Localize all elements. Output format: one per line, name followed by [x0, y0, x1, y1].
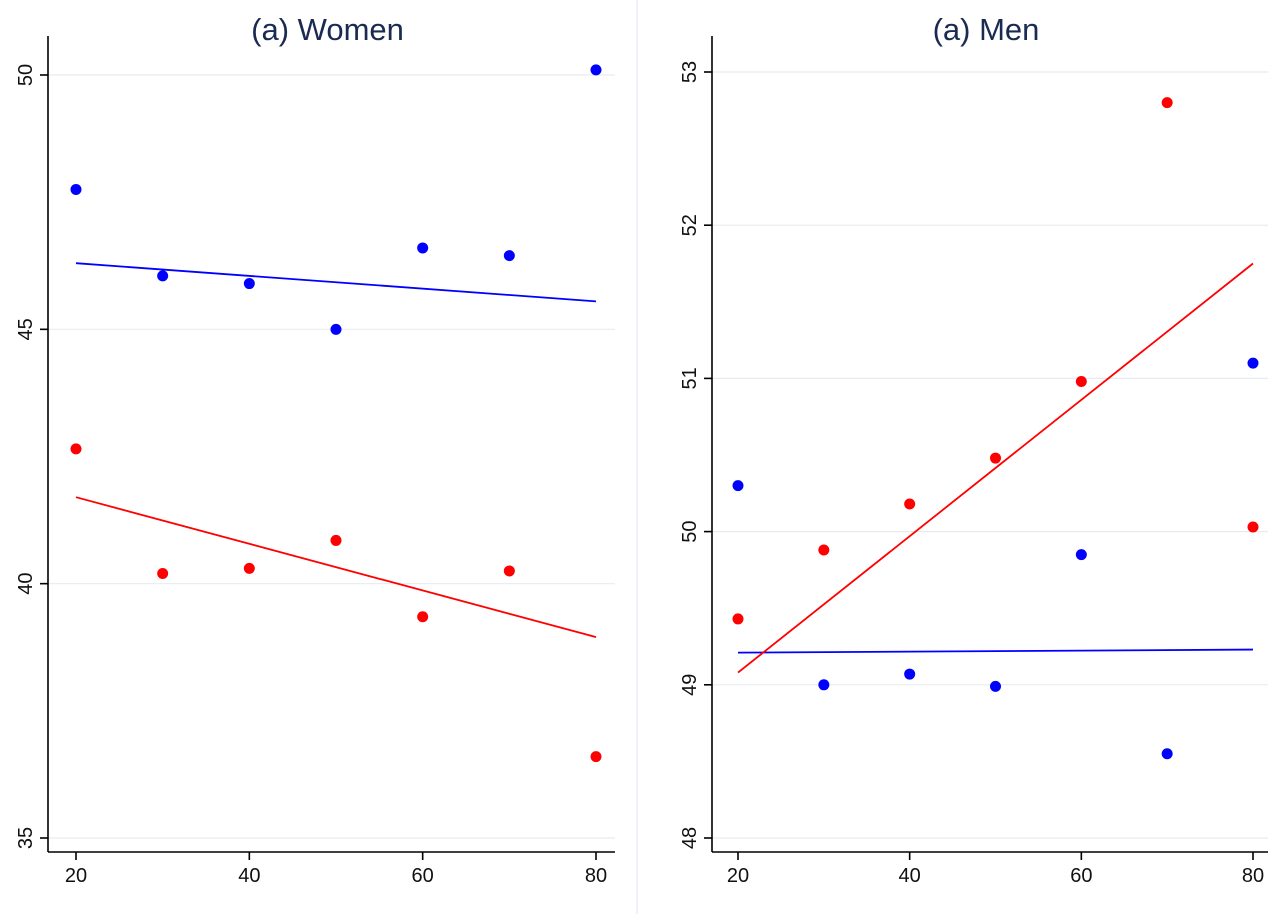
y-tick-label: 49 — [679, 674, 701, 696]
x-tick-label: 80 — [1242, 865, 1264, 887]
data-point — [70, 443, 82, 455]
data-point — [990, 452, 1001, 464]
y-tick-label: 52 — [679, 214, 701, 236]
data-point — [904, 668, 916, 680]
x-tick-label: 80 — [585, 865, 607, 887]
chart-title: (a) Women — [251, 12, 404, 47]
y-tick-label: 35 — [15, 827, 37, 849]
y-tick-label: 45 — [15, 318, 37, 340]
data-point — [818, 679, 830, 691]
data-point — [243, 278, 255, 290]
data-point — [732, 480, 744, 492]
fit-line — [737, 648, 1254, 654]
x-tick-label: 40 — [899, 865, 921, 887]
y-tick-label: 50 — [15, 64, 37, 86]
x-tick-label: 60 — [1070, 865, 1092, 887]
fit-line — [75, 496, 597, 638]
data-point — [1161, 748, 1173, 760]
y-tick-label: 53 — [679, 61, 701, 83]
fit-line — [75, 262, 597, 303]
x-tick-label: 60 — [412, 865, 434, 887]
data-point — [330, 534, 342, 546]
data-point — [1161, 97, 1173, 109]
data-point — [818, 544, 830, 556]
x-tick-label: 20 — [65, 865, 87, 887]
data-point — [590, 64, 602, 76]
data-point — [503, 250, 515, 262]
x-tick-label: 20 — [727, 865, 749, 887]
panel-divider — [636, 0, 638, 914]
data-point — [243, 562, 255, 574]
data-point — [70, 183, 82, 195]
data-point — [1075, 375, 1087, 387]
fit-line — [737, 262, 1254, 674]
data-point — [990, 680, 1001, 692]
chart-panel-2: 48 49 50 51 52 53 20 40 60 80 (a) Men — [679, 12, 1268, 887]
data-point — [1247, 521, 1259, 533]
data-point — [417, 242, 429, 254]
y-tick-label: 50 — [679, 520, 701, 542]
data-point — [417, 611, 429, 623]
x-tick-label: 40 — [238, 865, 260, 887]
data-point — [157, 270, 169, 282]
y-tick-label: 40 — [15, 573, 37, 595]
data-point — [157, 567, 169, 579]
data-point — [1247, 357, 1259, 369]
data-point — [590, 751, 602, 763]
y-tick-label: 48 — [679, 827, 701, 849]
chart-title: (a) Men — [933, 12, 1040, 47]
data-point — [904, 498, 916, 510]
data-point — [732, 613, 744, 625]
y-tick-label: 51 — [679, 367, 701, 389]
data-point — [503, 565, 515, 577]
data-point — [330, 323, 342, 335]
data-point — [1075, 549, 1087, 561]
chart-panel-1: 35 40 45 50 20 40 60 80 (a) Women — [15, 12, 615, 887]
